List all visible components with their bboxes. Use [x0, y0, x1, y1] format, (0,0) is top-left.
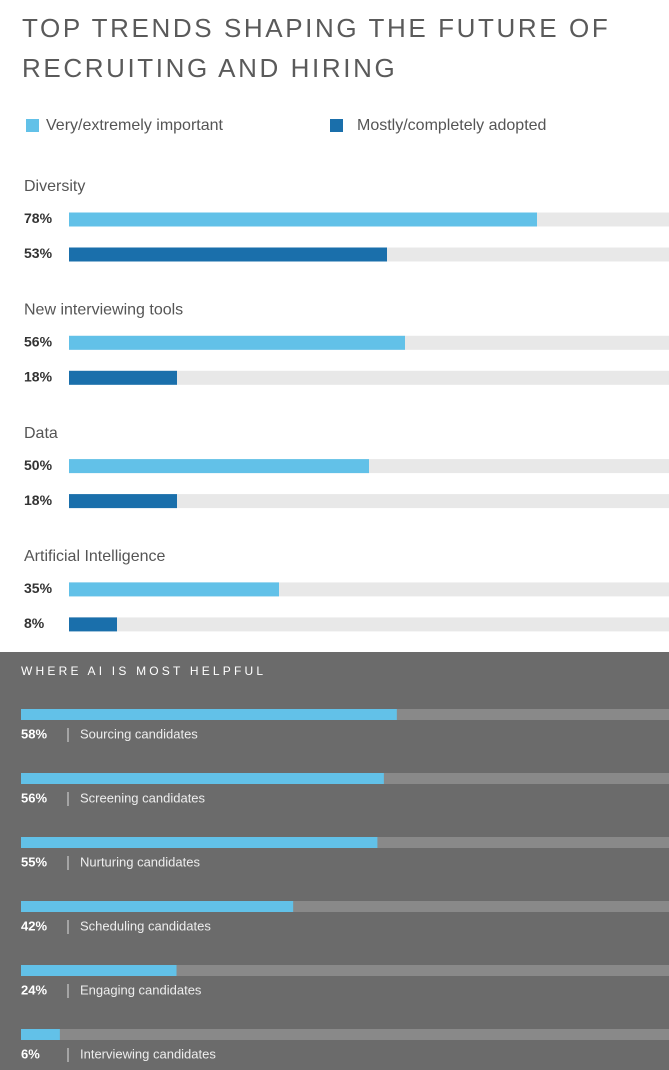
legend-swatch [330, 119, 343, 132]
bar [21, 709, 397, 720]
value-label: 56% [24, 334, 53, 350]
category-label: Screening candidates [80, 790, 206, 805]
bar [69, 494, 177, 509]
category-label: Diversity [24, 178, 85, 195]
category-label: Data [24, 425, 58, 442]
panel-background [0, 652, 669, 1070]
bar [69, 370, 177, 385]
bar [21, 965, 177, 976]
bar [69, 459, 369, 474]
bar-track [69, 370, 669, 385]
value-label: 18% [24, 492, 53, 508]
value-label: 42% [21, 918, 47, 933]
bar-track [69, 617, 669, 632]
category-label: Engaging candidates [80, 982, 202, 997]
chart-title: WHERE AI IS MOST HELPFUL [21, 664, 266, 678]
category-label: Nurturing candidates [80, 854, 200, 869]
chart-title: TOP TRENDS SHAPING THE FUTURE OF RECRUIT… [22, 13, 611, 83]
value-label: 55% [21, 854, 47, 869]
bar [21, 773, 384, 784]
value-label: 18% [24, 369, 53, 385]
bar [69, 212, 537, 227]
value-label: 50% [24, 457, 53, 473]
bar-track [21, 965, 669, 976]
value-label: 8% [24, 615, 45, 631]
category-label: Scheduling candidates [80, 918, 211, 933]
bar [69, 247, 387, 262]
bar [69, 617, 117, 632]
legend-label: Very/extremely important [46, 117, 224, 134]
value-label: 53% [24, 245, 53, 261]
bar [21, 1029, 60, 1040]
legend-swatch [26, 119, 39, 132]
bar-track [69, 494, 669, 509]
category-label: New interviewing tools [24, 302, 183, 319]
value-label: 58% [21, 726, 47, 741]
bar-track [21, 901, 669, 912]
category-label: Interviewing candidates [80, 1046, 216, 1061]
value-label: 56% [21, 790, 47, 805]
bar-track [21, 1029, 669, 1040]
legend-label: Mostly/completely adopted [357, 117, 546, 134]
value-label: 24% [21, 982, 47, 997]
value-label: 6% [21, 1046, 40, 1061]
bar [21, 837, 378, 848]
value-label: 78% [24, 210, 53, 226]
bar [69, 335, 405, 350]
bar [21, 901, 294, 912]
value-label: 35% [24, 580, 53, 596]
category-label: Artificial Intelligence [24, 548, 166, 565]
category-label: Sourcing candidates [80, 726, 198, 741]
bar [69, 582, 279, 597]
